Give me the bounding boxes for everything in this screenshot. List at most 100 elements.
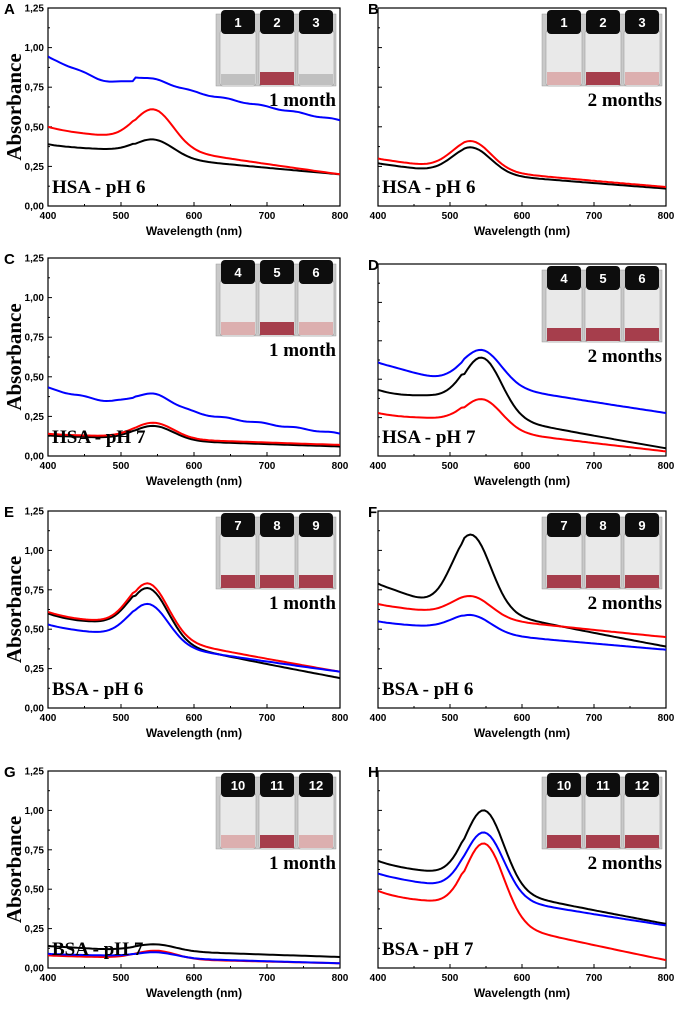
vial-cap [260,260,294,284]
y-tick-label: 0,75 [25,83,45,94]
sample-label: HSA - pH 6 [382,177,475,198]
y-tick-label: 0,00 [25,452,45,463]
sample-label: BSA - pH 6 [382,679,473,700]
vial-photo: 10 11 12 [541,773,663,850]
sample-label: BSA - pH 6 [52,679,143,700]
panel-h: H 400 500 600 700 800 Wavelength (nm) BSA - pH … [368,764,675,1000]
vial-liquid [586,575,620,588]
vial-cap [299,260,333,284]
x-tick-label: 800 [658,461,675,472]
sample-label: BSA - pH 7 [52,939,144,960]
time-label: 2 months [588,853,662,874]
vial-liquid [299,575,333,588]
vial-number: 12 [309,778,323,793]
x-tick-label: 400 [40,211,57,222]
x-tick-label: 800 [658,211,675,222]
y-tick-label: 0,75 [25,585,45,596]
vial-number: 4 [234,265,242,280]
vial-number: 6 [312,265,319,280]
vial-cap [547,513,581,537]
x-tick-label: 800 [658,713,675,724]
series-line-1 [378,809,666,925]
panel-letter: G [4,764,16,781]
series-line-1 [378,533,666,648]
vial-liquid [586,835,620,848]
x-axis-label: Wavelength (nm) [146,726,242,740]
sample-label: BSA - pH 7 [382,939,474,960]
x-axis-label: Wavelength (nm) [474,986,570,1000]
x-tick-label: 700 [586,713,603,724]
series-line-2 [48,421,340,446]
vial-cap [299,513,333,537]
panel-letter: C [4,251,15,268]
series-line-1 [48,424,340,448]
panel-letter: D [368,257,379,274]
panel-g: G 400 500 600 700 800 0,00 0,25 0,50 0,75 1,00 1,25… [2,764,349,1000]
y-tick-label: 0,50 [25,122,45,133]
x-tick-label: 700 [259,713,276,724]
vial-cap [260,10,294,34]
vial-liquid [260,72,294,85]
x-tick-label: 500 [442,713,459,724]
vial-number: 7 [560,518,567,533]
x-tick-label: 800 [332,973,349,984]
series-line-3 [48,386,340,435]
y-tick-label: 0,00 [25,202,45,213]
vial-cap [547,266,581,290]
series-line-3 [48,55,340,122]
x-tick-label: 700 [586,461,603,472]
time-label: 1 month [269,593,336,614]
vial-photo: 1 2 3 [541,10,663,87]
x-tick-label: 700 [259,973,276,984]
x-tick-label: 500 [442,461,459,472]
x-tick-label: 700 [259,211,276,222]
vial-liquid [221,575,255,588]
x-tick-label: 500 [113,713,130,724]
vial-cap [260,773,294,797]
time-label: 2 months [588,346,662,367]
vial-number: 5 [599,271,606,286]
y-tick-label: 1,25 [25,767,45,778]
vial-photo: 4 5 6 [541,266,663,343]
y-tick-label: 0,75 [25,845,45,856]
sample-label: HSA - pH 7 [382,427,476,448]
panel-letter: F [368,504,377,521]
y-tick-label: 1,00 [25,806,45,817]
vial-liquid [625,835,659,848]
x-tick-label: 800 [332,713,349,724]
x-tick-label: 600 [514,461,531,472]
y-tick-label: 0,25 [25,412,45,423]
x-tick-label: 500 [113,973,130,984]
vial-liquid [260,835,294,848]
vial-liquid [547,575,581,588]
vial-number: 7 [234,518,241,533]
x-tick-label: 600 [186,461,203,472]
vial-number: 9 [312,518,319,533]
vial-number: 5 [273,265,280,280]
vial-cap [221,260,255,284]
vial-cap [625,266,659,290]
series-line-1 [378,146,666,190]
y-tick-label: 0,25 [25,664,45,675]
x-tick-label: 400 [370,461,387,472]
x-tick-label: 400 [370,211,387,222]
y-tick-label: 1,00 [25,293,45,304]
y-tick-label: 1,25 [25,4,45,15]
vial-photo: 4 5 6 [215,260,337,337]
y-tick-label: 0,00 [25,964,45,975]
panel-f: F 400 500 600 700 800 Wavelength (nm) BSA - pH … [368,504,675,740]
vial-liquid [221,322,255,335]
y-tick-label: 0,75 [25,333,45,344]
x-tick-label: 500 [442,973,459,984]
x-tick-label: 500 [442,211,459,222]
x-tick-label: 700 [586,973,603,984]
y-tick-label: 1,00 [25,43,45,54]
vial-number: 8 [273,518,280,533]
x-axis-label: Wavelength (nm) [146,474,242,488]
vial-number: 11 [270,778,284,793]
series-line-2 [378,398,666,453]
x-axis-label: Wavelength (nm) [474,726,570,740]
panel-c: C 400 500 600 700 800 0,00 0,25 0,50 0,75 1,00 1,25… [2,251,349,488]
vial-liquid [299,322,333,335]
vial-cap [547,773,581,797]
